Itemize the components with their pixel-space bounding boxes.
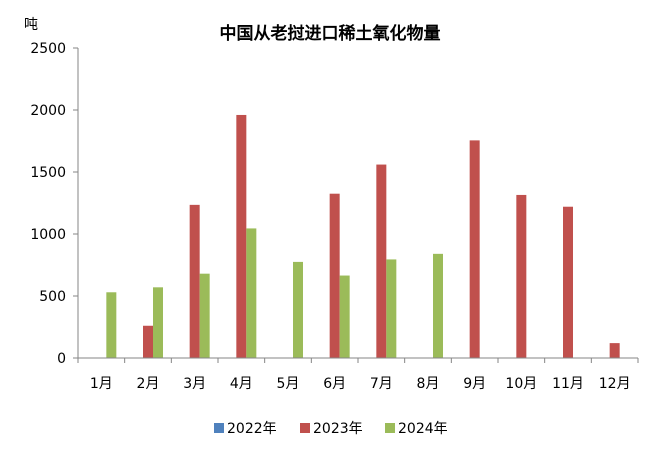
x-tick-label: 2月 [137,376,160,392]
legend-swatch [300,423,310,433]
chart-title: 中国从老挝进口稀土氧化物量 [220,23,441,44]
bar-2023年-11月 [563,206,573,358]
x-tick-label: 10月 [505,376,537,392]
x-tick-label: 11月 [552,376,584,392]
bar-2023年-3月 [189,204,200,358]
bar-2024年-3月 [199,273,210,358]
y-tick-label: 1500 [30,165,66,181]
bar-2024年-7月 [386,259,397,358]
y-axis: 0 500 1000 1500 2000 2500 [30,41,78,367]
y-tick-label: 0 [57,351,66,367]
legend: 2022年 2023年 2024年 [214,421,448,437]
bar-2023年-12月 [609,343,620,358]
bar-2023年-9月 [469,140,480,358]
x-tick-label: 7月 [370,376,393,392]
x-tick-label: 9月 [463,376,486,392]
bar-2023年-10月 [516,194,527,358]
bar-2024年-4月 [246,228,257,358]
x-tick-label: 1月 [90,376,113,392]
legend-swatch [214,423,224,433]
y-tick-label: 500 [39,289,66,305]
x-tick-label: 3月 [183,376,206,392]
bar-2024年-1月 [106,292,117,358]
bar-2023年-4月 [236,114,247,359]
x-tick-label: 4月 [230,376,253,392]
legend-label: 2024年 [398,421,448,437]
y-tick-label: 2000 [30,103,66,119]
y-tick-label: 1000 [30,227,66,243]
bar-2024年-5月 [293,261,303,358]
y-axis-unit-label: 吨 [24,17,38,33]
bar-2023年-6月 [329,193,340,358]
bar-2024年-8月 [433,253,443,358]
x-tick-label: 6月 [323,376,346,392]
bars [106,114,620,359]
x-tick-label: 8月 [417,376,440,392]
legend-swatch [385,423,395,433]
bar-2023年-2月 [143,325,153,358]
bar-2024年-2月 [153,287,163,358]
legend-label: 2022年 [227,421,277,437]
legend-label: 2023年 [313,421,363,437]
y-tick-label: 2500 [30,41,66,57]
x-tick-label: 5月 [277,376,300,392]
x-tick-label: 12月 [599,376,631,392]
bar-2023年-7月 [376,164,387,358]
bar-2024年-6月 [339,275,350,358]
x-axis: 1月 2月 3月 4月 5月 6月 7月 8月 9月 10月 11月 12月 [77,358,639,392]
